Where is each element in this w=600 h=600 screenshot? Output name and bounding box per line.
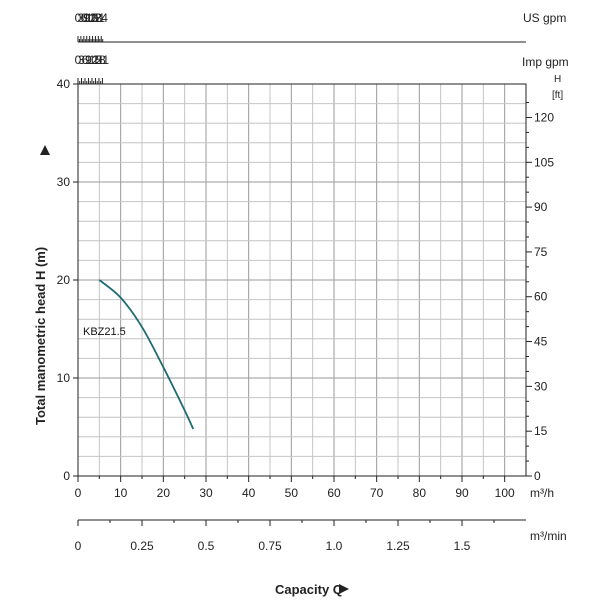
x-m3h-tick-label: 40 — [242, 486, 256, 500]
x-m3h-tick-label: 100 — [495, 486, 515, 500]
x-m3h-tick-label: 20 — [157, 486, 171, 500]
x-imp-gpm-tick-label: 18 — [92, 53, 106, 67]
y-right-tick-label: 120 — [534, 110, 554, 124]
x-us-gpm-tick-label: 6 — [80, 11, 87, 25]
grid — [78, 84, 526, 476]
x-m3h-tick-label: 60 — [327, 486, 341, 500]
x-us-gpm-tick-label: 3 — [78, 11, 85, 25]
y-left-tick-label: 0 — [63, 469, 70, 483]
x-imp-gpm-tick-label: 12 — [85, 53, 99, 67]
x-m3min-tick-label: 0.5 — [198, 539, 215, 553]
x-us-gpm-tick-label: 15 — [86, 11, 100, 25]
imp-gpm-unit: Imp gpm — [522, 55, 569, 69]
y-left-tick-label: 40 — [57, 77, 71, 91]
y-left-tick-label: 20 — [57, 273, 71, 287]
x-us-gpm-tick-label: 9 — [83, 11, 90, 25]
y-right-tick-label: 30 — [534, 379, 548, 393]
us-gpm-unit: US gpm — [523, 11, 566, 25]
y-right-tick-label: 15 — [534, 424, 548, 438]
x-m3min-tick-label: 0.75 — [258, 539, 282, 553]
x-imp-gpm-tick-label: 6 — [82, 53, 89, 67]
x-m3min-tick-label: 0 — [75, 539, 82, 553]
x-us-gpm-tick-label: 0 — [75, 11, 82, 25]
x-m3h-tick-label: 10 — [114, 486, 128, 500]
y-axis-title: Total manometric head H (m) — [33, 247, 48, 425]
x-m3min-tick-label: 1.25 — [386, 539, 410, 553]
x-imp-gpm-tick-label: 15 — [89, 53, 103, 67]
x-us-gpm-tick-label: 12 — [83, 11, 97, 25]
x-axis-arrow-icon — [339, 584, 349, 594]
y-right-tick-label: 75 — [534, 245, 548, 259]
y-axis-arrow-icon — [40, 145, 50, 155]
series-layer — [98, 279, 195, 430]
x-m3h-tick-label: 70 — [370, 486, 384, 500]
series-line-kbz21-5 — [98, 279, 195, 430]
x-m3min-tick-label: 1.5 — [454, 539, 471, 553]
x-us-gpm-tick-label: 21 — [92, 11, 106, 25]
m3min-unit: m³/min — [530, 529, 567, 543]
x-m3h-tick-label: 80 — [413, 486, 427, 500]
y-left-tick-label: 10 — [57, 371, 71, 385]
x-m3h-tick-label: 30 — [199, 486, 213, 500]
x-imp-gpm-tick-label: 21 — [96, 53, 110, 67]
y-right-tick-label: 0 — [534, 469, 541, 483]
right-axis-h-label: H — [554, 74, 561, 85]
x-m3min-tick-label: 0.25 — [130, 539, 154, 553]
x-m3h-tick-label: 0 — [75, 486, 82, 500]
series-label-kbz21-5: KBZ21.5 — [83, 326, 126, 338]
x-axis-title: Capacity Q — [275, 582, 343, 597]
x-m3min-tick-label: 1.0 — [326, 539, 343, 553]
x-m3h-tick-label: 50 — [285, 486, 299, 500]
x-imp-gpm-tick-label: 9 — [85, 53, 92, 67]
x-us-gpm-tick-label: 18 — [89, 11, 103, 25]
y-right-tick-label: 105 — [534, 155, 554, 169]
right-axis-ft-unit: [ft] — [552, 90, 563, 101]
x-m3h-tick-label: 90 — [455, 486, 469, 500]
y-right-tick-label: 90 — [534, 200, 548, 214]
y-right-tick-label: 45 — [534, 335, 548, 349]
m3h-unit: m³/h — [530, 486, 554, 500]
y-right-tick-label: 60 — [534, 290, 548, 304]
x-imp-gpm-tick-label: 0 — [75, 53, 82, 67]
x-imp-gpm-tick-label: 3 — [78, 53, 85, 67]
y-left-tick-label: 30 — [57, 175, 71, 189]
x-us-gpm-tick-label: 24 — [95, 11, 109, 25]
